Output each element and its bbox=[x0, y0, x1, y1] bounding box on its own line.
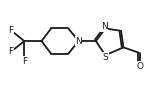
Text: F: F bbox=[8, 47, 13, 56]
Text: F: F bbox=[8, 26, 13, 35]
Text: F: F bbox=[22, 57, 27, 66]
Text: O: O bbox=[137, 62, 144, 71]
Text: S: S bbox=[102, 53, 108, 62]
Text: N: N bbox=[101, 22, 107, 31]
Text: N: N bbox=[75, 37, 82, 46]
